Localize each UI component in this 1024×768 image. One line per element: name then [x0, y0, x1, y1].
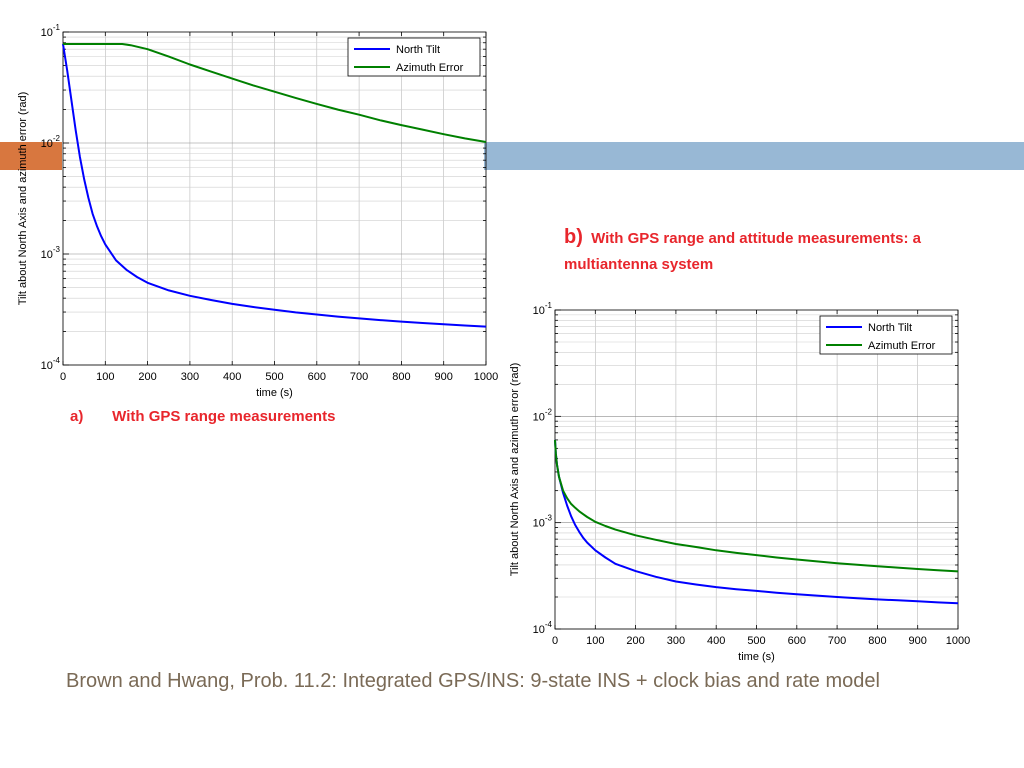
chart-a-legend-box — [347, 37, 481, 77]
chart-b-ytick-label: 10-3 — [533, 514, 553, 530]
chart-a-legend-label-north-tilt: North Tilt — [396, 44, 440, 56]
chart-b-xtick-label: 300 — [667, 635, 685, 647]
chart-b-ylabel: Tilt about North Axis and azimuth error … — [509, 363, 521, 577]
chart-b-xtick-label: 200 — [626, 635, 644, 647]
slide-footer: Brown and Hwang, Prob. 11.2: Integrated … — [66, 670, 880, 692]
chart-a-ytick-label: 10-2 — [41, 134, 61, 150]
chart-b-legend-box — [819, 315, 953, 355]
chart-a-xtick-label: 0 — [60, 371, 66, 383]
chart-a-series-north-tilt — [62, 43, 487, 328]
chart-b-legend-label-azimuth-error: Azimuth Error — [868, 340, 936, 352]
chart-b-xtick-label: 400 — [707, 635, 725, 647]
chart-b-xtick-label: 700 — [828, 635, 846, 647]
chart-b-legend-label-north-tilt: North Tilt — [868, 322, 912, 334]
chart-a-xtick-label: 100 — [96, 371, 114, 383]
chart-a-xtick-label: 1000 — [474, 371, 498, 383]
caption-b-text: With GPS range and attitude measurements… — [564, 230, 921, 273]
chart-a-xtick-label: 400 — [223, 371, 241, 383]
chart-a-legend: North Tilt Azimuth Error — [347, 37, 481, 77]
caption-a-label: a) — [70, 408, 84, 425]
chart-a-xtick-label: 700 — [350, 371, 368, 383]
chart-a-xtick-label: 900 — [435, 371, 453, 383]
chart-a-ytick-label: 10-3 — [41, 245, 61, 261]
chart-a-grid — [62, 32, 487, 366]
chart-b-legend: North Tilt Azimuth Error — [819, 315, 953, 355]
chart-b: 0 100 200 300 400 500 600 700 800 900 1000 10-4 10-3… — [509, 301, 970, 663]
chart-b-xtick-label: 600 — [788, 635, 806, 647]
chart-a-xtick-label: 200 — [138, 371, 156, 383]
caption-b-label: b) — [564, 226, 583, 248]
chart-b-ytick-label: 10-4 — [533, 620, 553, 636]
chart-a: 0 100 200 300 400 500 600 700 800 900 1000 10-4 10-3… — [17, 23, 498, 399]
chart-b-xlabel: time (s) — [738, 651, 775, 663]
caption-a: a) With GPS range measurements — [70, 408, 335, 425]
caption-a-text: With GPS range measurements — [112, 408, 336, 425]
caption-b: b) With GPS range and attitude measureme… — [564, 224, 984, 278]
chart-b-series-north-tilt — [554, 439, 959, 605]
chart-a-ytick-label: 10-4 — [41, 356, 61, 372]
chart-b-xtick-label: 900 — [909, 635, 927, 647]
chart-a-xtick-label: 500 — [265, 371, 283, 383]
chart-a-series-azimuth-error — [63, 43, 487, 143]
chart-a-xtick-label: 800 — [392, 371, 410, 383]
right-accent-band — [484, 142, 1024, 170]
chart-b-xtick-label: 1000 — [946, 635, 970, 647]
chart-a-xlabel: time (s) — [256, 387, 293, 399]
chart-b-xtick-label: 500 — [747, 635, 765, 647]
chart-a-ytick-label: 10-1 — [41, 23, 61, 39]
chart-b-xtick-label: 800 — [868, 635, 886, 647]
chart-a-ylabel: Tilt about North Axis and azimuth error … — [17, 92, 29, 306]
chart-b-ytick-label: 10-1 — [533, 301, 553, 317]
chart-b-series-azimuth-error — [554, 439, 959, 573]
chart-b-grid — [554, 310, 959, 630]
chart-a-xtick-label: 600 — [308, 371, 326, 383]
chart-b-xtick-label: 0 — [552, 635, 558, 647]
chart-a-legend-label-azimuth-error: Azimuth Error — [396, 62, 464, 74]
chart-b-ytick-label: 10-2 — [533, 407, 553, 423]
chart-a-xtick-label: 300 — [181, 371, 199, 383]
chart-b-xtick-label: 100 — [586, 635, 604, 647]
left-accent-band — [0, 142, 62, 170]
